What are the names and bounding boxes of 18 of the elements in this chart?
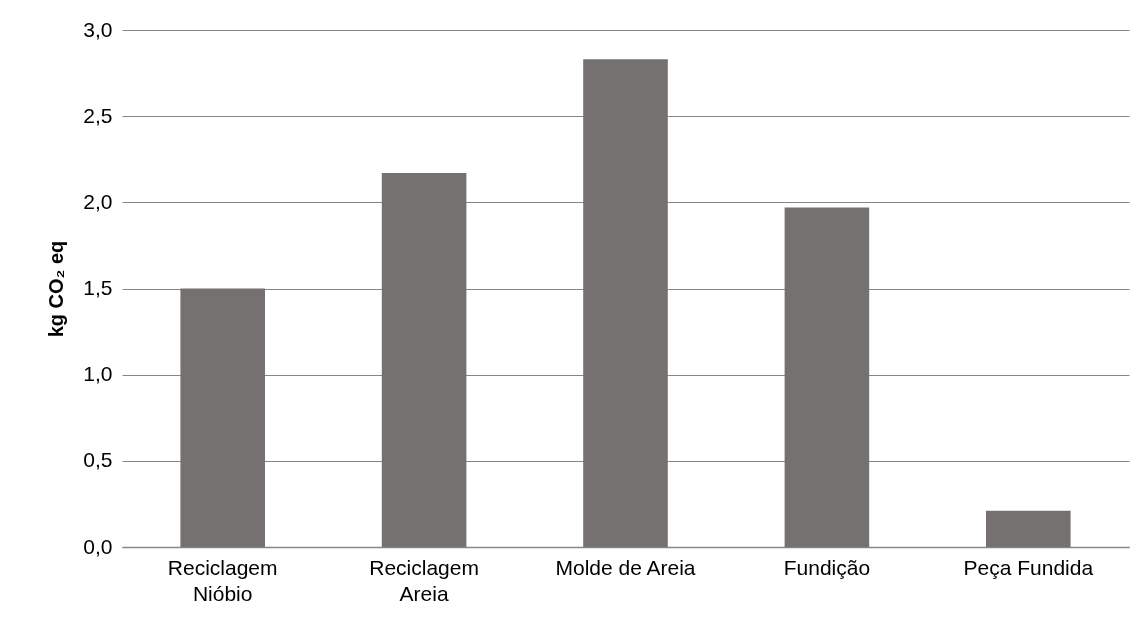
y-tick-label: 2,5 [83,103,113,127]
y-tick-label: 1,5 [83,276,113,299]
x-tick-label: Reciclagem Areia [369,555,479,605]
y-tick-label: 1,0 [83,362,113,386]
y-tick-label: 0,0 [83,534,113,558]
x-tick-label: Peça Fundida [963,555,1094,579]
x-tick-label: Molde de Areia [555,555,696,579]
x-tick-label: Fundição [783,555,871,579]
bar [583,59,668,547]
bar [180,288,265,547]
y-tick-label: 0,5 [83,448,113,472]
y-axis-title: kg CO₂ eq [45,240,68,338]
bar [381,173,467,547]
y-tick-label: 2,0 [83,189,113,213]
bar [986,510,1071,547]
bar [784,207,870,547]
y-tick-label: 3,0 [83,17,113,41]
x-tick-label: Reciclagem Nióbio [167,555,278,605]
